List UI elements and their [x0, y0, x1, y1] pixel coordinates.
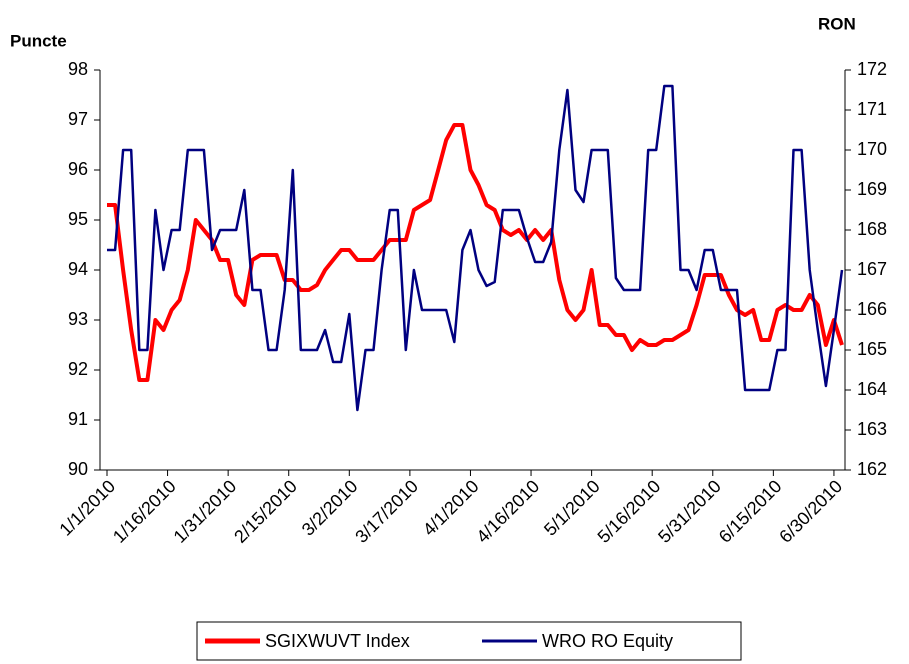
y-tick-label: 90: [68, 459, 88, 479]
x-tick-label: 1/31/2010: [170, 476, 241, 547]
y2-tick-label: 170: [857, 139, 887, 159]
legend-label: WRO RO Equity: [542, 631, 673, 651]
x-tick-label: 5/1/2010: [540, 476, 604, 540]
legend-label: SGIXWUVT Index: [265, 631, 410, 651]
x-tick-label: 3/2/2010: [298, 476, 362, 540]
x-tick-label: 4/1/2010: [419, 476, 483, 540]
y2-tick-label: 172: [857, 59, 887, 79]
y2-tick-label: 167: [857, 259, 887, 279]
series-line: [107, 84, 844, 412]
x-tick-label: 6/15/2010: [715, 476, 786, 547]
y2-tick-label: 164: [857, 379, 887, 399]
y2-tick-label: 163: [857, 419, 887, 439]
y2-tick-label: 165: [857, 339, 887, 359]
y-tick-label: 97: [68, 109, 88, 129]
series-line: [107, 123, 844, 382]
x-tick-label: 1/1/2010: [55, 476, 119, 540]
y-tick-label: 94: [68, 259, 88, 279]
x-tick-label: 3/17/2010: [351, 476, 422, 547]
y2-tick-label: 166: [857, 299, 887, 319]
y-tick-label: 91: [68, 409, 88, 429]
x-tick-label: 5/31/2010: [654, 476, 725, 547]
x-tick-label: 1/16/2010: [109, 476, 180, 547]
y2-axis-label: RON: [818, 14, 856, 33]
x-tick-label: 5/16/2010: [594, 476, 665, 547]
legend-box: [196, 621, 742, 661]
x-tick-label: 6/30/2010: [775, 476, 846, 547]
y2-tick-label: 171: [857, 99, 887, 119]
y-tick-label: 93: [68, 309, 88, 329]
y2-tick-label: 169: [857, 179, 887, 199]
x-tick-label: 2/15/2010: [230, 476, 301, 547]
x-tick-label: 4/16/2010: [472, 476, 543, 547]
y-tick-label: 96: [68, 159, 88, 179]
y-tick-label: 95: [68, 209, 88, 229]
y-axis-label: Puncte: [10, 31, 67, 50]
y-tick-label: 98: [68, 59, 88, 79]
y2-tick-label: 162: [857, 459, 887, 479]
y2-tick-label: 168: [857, 219, 887, 239]
y-tick-label: 92: [68, 359, 88, 379]
